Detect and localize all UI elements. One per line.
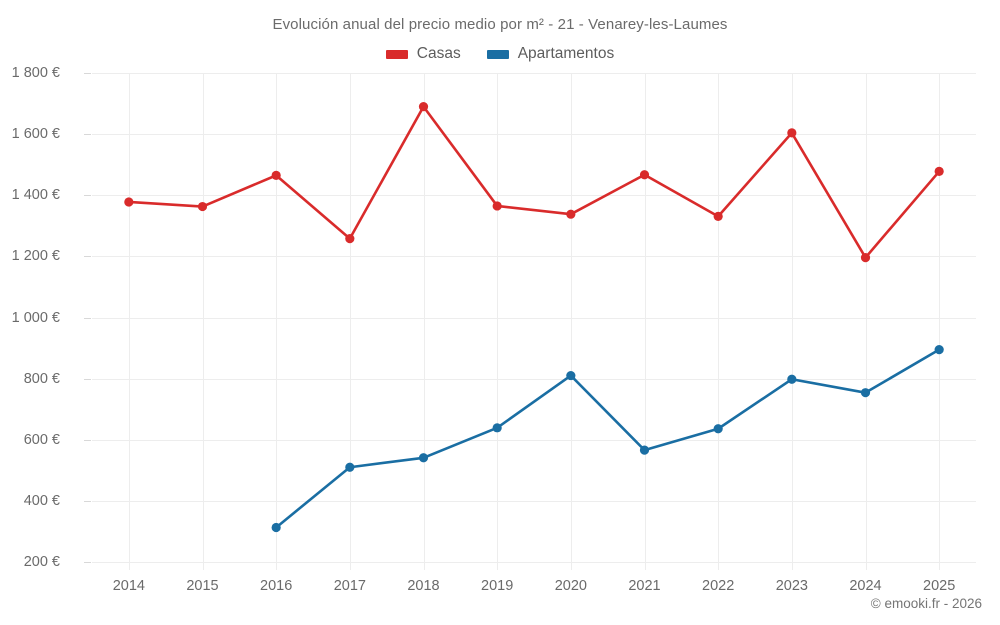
- x-axis-tick: [128, 562, 130, 570]
- gridline-vertical: [202, 73, 204, 562]
- x-axis-label: 2022: [702, 578, 735, 594]
- footer-credit: © emooki.fr - 2026: [870, 596, 982, 611]
- x-axis-label: 2018: [407, 578, 440, 594]
- plot-area: 1 800 € 1 600 € 1 400 € 1 200 € 1 000 € 800 €…: [12, 65, 976, 594]
- y-axis-label: 1 800 €: [11, 65, 60, 81]
- legend-item-2[interactable]: Apartamentos: [486, 45, 615, 63]
- gridline-vertical: [349, 73, 351, 562]
- gridline-horizontal: [92, 195, 976, 197]
- legend-label: Apartamentos: [517, 45, 615, 62]
- x-axis-tick: [939, 562, 941, 570]
- gridline-horizontal: [92, 256, 976, 258]
- chart-title: Evolución anual del precio medio por m² …: [272, 16, 728, 33]
- data-point-casas[interactable]: [345, 234, 355, 244]
- gridline-horizontal: [92, 317, 976, 319]
- y-axis-tick: [84, 134, 91, 136]
- gridline-horizontal: [92, 500, 976, 502]
- data-point-casas[interactable]: [492, 201, 502, 211]
- gridline-vertical: [276, 73, 278, 562]
- gridline-vertical: [570, 73, 572, 562]
- y-axis-label: 400 €: [23, 492, 60, 509]
- data-point-casas[interactable]: [566, 209, 576, 219]
- data-point-apartamentos[interactable]: [713, 424, 723, 434]
- data-point-casas[interactable]: [271, 170, 281, 180]
- data-point-casas[interactable]: [934, 166, 944, 177]
- legend-swatch-icon: [486, 49, 509, 59]
- x-axis-label: 2019: [481, 578, 514, 594]
- y-axis-label: 1 200 €: [11, 248, 60, 265]
- gridline-vertical: [497, 73, 499, 562]
- data-point-apartamentos[interactable]: [787, 374, 797, 384]
- x-axis-tick: [349, 562, 351, 570]
- gridline-horizontal: [92, 73, 976, 74]
- data-point-casas[interactable]: [418, 102, 429, 112]
- legend-label: Casas: [416, 45, 461, 62]
- y-axis-label: 1 600 €: [11, 126, 60, 143]
- x-axis-tick: [644, 562, 646, 570]
- x-axis-label: 2025: [923, 578, 956, 594]
- y-axis-label: 800 €: [23, 370, 60, 387]
- data-point-casas[interactable]: [713, 211, 723, 221]
- y-axis-tick: [84, 317, 91, 319]
- legend-item-1[interactable]: Casas: [385, 45, 461, 63]
- data-point-apartamentos[interactable]: [566, 370, 576, 381]
- series-layer: [124, 102, 944, 533]
- y-axis-label: 1 400 €: [11, 187, 60, 204]
- x-axis-tick: [423, 562, 425, 570]
- y-axis-tick: [84, 195, 91, 197]
- gridline-vertical: [644, 73, 646, 562]
- gridline-horizontal: [92, 439, 976, 441]
- gridline-vertical: [423, 73, 425, 562]
- x-axis-tick: [276, 562, 278, 570]
- y-axis-tick: [84, 73, 91, 74]
- data-point-casas[interactable]: [124, 197, 134, 207]
- x-axis-label: 2020: [554, 578, 587, 594]
- legend-swatch-icon: [385, 49, 408, 59]
- data-point-apartamentos[interactable]: [492, 423, 502, 433]
- x-axis-label: 2023: [775, 578, 808, 594]
- data-point-apartamentos[interactable]: [639, 445, 650, 455]
- gridline-horizontal: [92, 134, 976, 136]
- x-axis-label: 2021: [628, 578, 661, 594]
- gridline-horizontal: [92, 562, 976, 563]
- y-axis-label: 600 €: [23, 431, 60, 448]
- gridline-vertical: [718, 73, 720, 562]
- x-axis-tick: [791, 562, 793, 570]
- x-axis-tick: [570, 562, 572, 570]
- y-axis-tick: [84, 562, 91, 563]
- x-axis-label: 2017: [333, 578, 366, 594]
- gridline-vertical: [939, 73, 941, 562]
- gridline-horizontal: [92, 378, 976, 380]
- y-axis-tick: [84, 500, 91, 502]
- data-point-apartamentos[interactable]: [418, 453, 429, 463]
- y-axis-tick: [84, 378, 91, 380]
- x-axis-label: 2014: [112, 578, 145, 594]
- data-point-apartamentos[interactable]: [934, 344, 944, 355]
- series-line-casas: [127, 105, 941, 259]
- data-point-apartamentos[interactable]: [345, 462, 355, 472]
- x-axis-tick: [202, 562, 204, 570]
- data-point-casas[interactable]: [639, 170, 650, 180]
- chart-legend: Casas Apartamentos: [0, 45, 1000, 63]
- gridline-vertical: [865, 73, 867, 562]
- y-axis-label: 1 000 €: [11, 309, 60, 326]
- data-point-apartamentos[interactable]: [271, 522, 281, 533]
- y-axis-label: 200 €: [23, 554, 60, 570]
- data-point-casas[interactable]: [860, 252, 871, 263]
- y-axis-tick: [84, 439, 91, 441]
- series-line-apartamentos: [274, 348, 941, 529]
- x-axis-tick: [497, 562, 499, 570]
- data-point-apartamentos[interactable]: [860, 388, 871, 398]
- x-axis-label: 2016: [260, 578, 293, 594]
- y-axis-tick: [84, 256, 91, 258]
- x-axis-tick: [718, 562, 720, 570]
- x-axis-tick: [865, 562, 867, 570]
- data-point-casas[interactable]: [197, 201, 208, 212]
- gridline-vertical: [791, 73, 793, 562]
- x-axis-label: 2024: [849, 578, 882, 594]
- x-axis-label: 2015: [186, 578, 219, 594]
- gridline-vertical: [128, 73, 130, 562]
- data-point-casas[interactable]: [787, 128, 797, 138]
